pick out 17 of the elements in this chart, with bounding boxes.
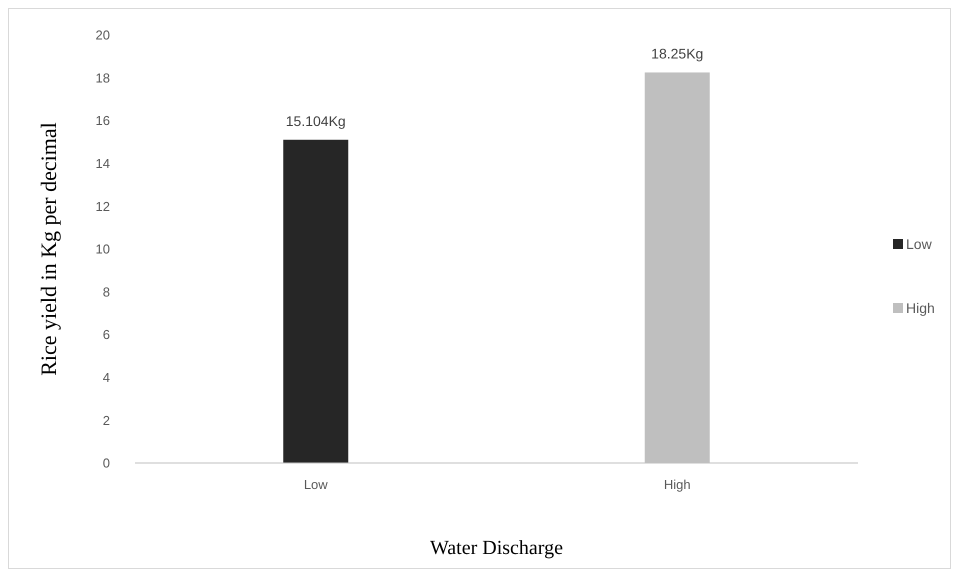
y-tick-label: 20	[96, 28, 110, 43]
legend-label: Low	[906, 236, 933, 252]
y-tick-label: 16	[96, 113, 110, 128]
y-tick-label: 2	[102, 412, 110, 428]
y-tick-label: 12	[96, 198, 110, 214]
y-tick-label: 6	[102, 327, 110, 342]
x-axis-title: Water Discharge	[430, 537, 564, 559]
y-tick-label: 10	[96, 242, 110, 257]
data-label: 15.104Kg	[286, 112, 346, 129]
y-axis-title: Rice yield in Kg per decimal	[36, 122, 61, 376]
legend-label: High	[906, 300, 935, 316]
y-tick-label: 8	[102, 284, 110, 300]
y-tick-label: 14	[96, 156, 110, 171]
y-tick-label: 18	[96, 70, 110, 86]
data-label: 18.25Kg	[651, 45, 704, 62]
y-tick-label: 0	[102, 456, 110, 471]
y-tick-label: 4	[102, 370, 110, 385]
